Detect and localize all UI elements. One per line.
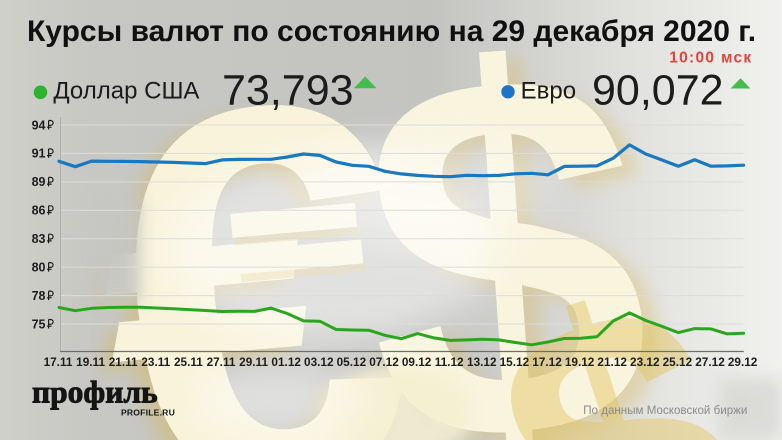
svg-text:PROFILE.RU: PROFILE.RU xyxy=(121,408,175,418)
svg-text:27.11: 27.11 xyxy=(207,355,236,369)
svg-text:17.11: 17.11 xyxy=(44,355,73,369)
svg-text:15.12: 15.12 xyxy=(500,355,530,369)
svg-text:07.12: 07.12 xyxy=(369,355,399,369)
svg-text:Евро: Евро xyxy=(521,78,576,105)
svg-text:29.12: 29.12 xyxy=(728,355,758,369)
svg-text:13.12: 13.12 xyxy=(467,355,497,369)
svg-text:83: 83 xyxy=(32,232,46,246)
svg-text:23.12: 23.12 xyxy=(630,355,660,369)
svg-text:21.11: 21.11 xyxy=(109,355,138,369)
svg-text:89: 89 xyxy=(32,175,46,189)
svg-text:27.12: 27.12 xyxy=(695,355,725,369)
svg-text:03.12: 03.12 xyxy=(304,355,334,369)
svg-text:Курсы валют по состоянию на 29: Курсы валют по состоянию на 29 декабря 2… xyxy=(27,15,756,48)
svg-text:01.12: 01.12 xyxy=(271,355,301,369)
svg-text:17.12: 17.12 xyxy=(532,355,562,369)
svg-text:73,793: 73,793 xyxy=(222,67,354,115)
svg-text:25.11: 25.11 xyxy=(174,355,203,369)
svg-text:11.12: 11.12 xyxy=(435,355,464,369)
svg-text:10:00 мск: 10:00 мск xyxy=(669,50,752,67)
svg-text:91: 91 xyxy=(32,147,46,161)
svg-text:Доллар США: Доллар США xyxy=(53,78,199,105)
svg-text:25.12: 25.12 xyxy=(663,355,693,369)
svg-text:78: 78 xyxy=(32,289,46,303)
svg-text:09.12: 09.12 xyxy=(402,355,432,369)
svg-text:21.12: 21.12 xyxy=(597,355,627,369)
svg-text:19.12: 19.12 xyxy=(565,355,595,369)
svg-text:23.11: 23.11 xyxy=(141,355,170,369)
svg-text:90,072: 90,072 xyxy=(592,67,724,115)
svg-text:05.12: 05.12 xyxy=(337,355,367,369)
svg-text:По данным Московской биржи: По данным Московской биржи xyxy=(583,404,747,417)
svg-text:94: 94 xyxy=(32,118,46,132)
svg-text:75: 75 xyxy=(32,317,46,331)
svg-text:профиль: профиль xyxy=(32,375,158,410)
svg-text:86: 86 xyxy=(32,204,46,218)
svg-text:29.11: 29.11 xyxy=(239,355,268,369)
svg-text:19.11: 19.11 xyxy=(76,355,105,369)
svg-text:80: 80 xyxy=(32,260,46,274)
